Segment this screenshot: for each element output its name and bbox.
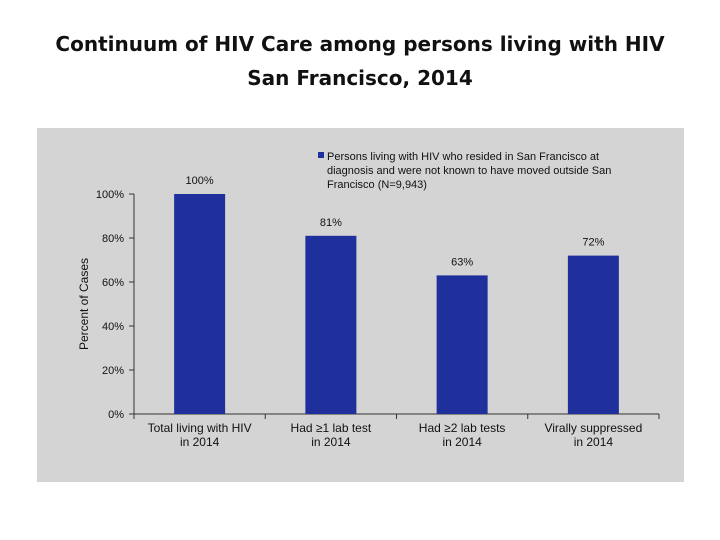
legend-label: Persons living with HIV who resided in S… (327, 151, 599, 163)
y-tick-label: 0% (108, 409, 124, 421)
y-tick-label: 60% (102, 277, 124, 289)
y-tick-label: 40% (102, 321, 124, 333)
bar (305, 235, 357, 414)
bar (174, 194, 226, 414)
x-category-label: in 2014 (311, 435, 351, 449)
chart-subtitle: San Francisco, 2014 (247, 66, 473, 90)
legend-swatch (318, 152, 324, 158)
chart-title: Continuum of HIV Care among persons livi… (55, 32, 665, 56)
bar (567, 255, 619, 414)
bar-data-label: 72% (582, 237, 604, 249)
legend-label: diagnosis and were not known to have mov… (327, 165, 611, 177)
y-tick-label: 100% (96, 189, 124, 201)
bar-data-label: 63% (451, 256, 473, 268)
x-category-label: Virally suppressed (544, 421, 642, 435)
bar-chart: 0% 20% 40% 60% 80% 100% Percent of Cases 100% To… (77, 151, 660, 449)
bar (436, 275, 488, 414)
y-tick-label: 20% (102, 365, 124, 377)
x-category-label: in 2014 (442, 435, 482, 449)
bar-data-label: 100% (186, 175, 214, 187)
x-category-label: Had ≥1 lab test (291, 421, 372, 435)
x-category-label: in 2014 (180, 435, 220, 449)
chart-panel: 0% 20% 40% 60% 80% 100% Percent of Cases 100% To… (37, 128, 684, 482)
x-category-label: Had ≥2 lab tests (419, 421, 506, 435)
x-category-label: in 2014 (574, 435, 614, 449)
x-category-label: Total living with HIV (148, 421, 252, 435)
bar-data-label: 81% (320, 217, 342, 229)
y-tick-label: 80% (102, 233, 124, 245)
legend-label: Francisco (N=9,943) (327, 179, 427, 191)
y-axis-label: Percent of Cases (77, 258, 91, 350)
